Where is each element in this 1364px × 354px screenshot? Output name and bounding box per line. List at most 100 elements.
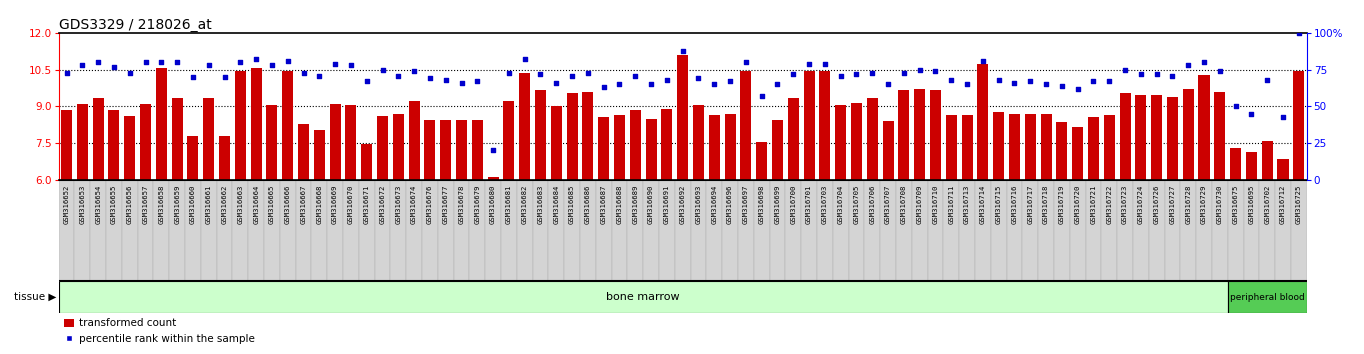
Bar [251, 68, 262, 180]
Text: GSM316697: GSM316697 [743, 185, 749, 224]
Point [561, 73, 582, 78]
Point [767, 81, 788, 87]
Text: peripheral blood: peripheral blood [1230, 292, 1304, 302]
Text: GSM316717: GSM316717 [1027, 185, 1034, 224]
Point [229, 59, 251, 65]
Bar [709, 115, 720, 180]
Text: GSM316665: GSM316665 [269, 185, 276, 224]
Bar [896, 180, 911, 281]
Bar [644, 180, 659, 281]
Bar [61, 110, 72, 180]
Point [1240, 111, 1262, 116]
Point [1019, 79, 1041, 84]
Bar [820, 71, 831, 180]
Point [119, 70, 140, 75]
Text: GSM316657: GSM316657 [143, 185, 149, 224]
Text: GSM316720: GSM316720 [1075, 185, 1080, 224]
Point [783, 71, 805, 77]
Point [466, 79, 488, 84]
Bar [108, 110, 120, 180]
Bar [187, 136, 199, 180]
Point [593, 85, 615, 90]
Point [973, 58, 994, 64]
Text: GSM316725: GSM316725 [1296, 185, 1301, 224]
Text: GSM316670: GSM316670 [348, 185, 353, 224]
Bar [203, 98, 214, 180]
Bar [121, 180, 138, 281]
Bar [741, 71, 752, 180]
Text: GSM316728: GSM316728 [1185, 185, 1191, 224]
Bar [361, 144, 372, 180]
Bar [456, 120, 466, 180]
Bar [580, 180, 596, 281]
Text: GSM316673: GSM316673 [396, 185, 401, 224]
Point [498, 70, 520, 75]
Bar [659, 180, 675, 281]
Text: GSM316685: GSM316685 [569, 185, 576, 224]
Point [1004, 80, 1026, 86]
Point [104, 64, 125, 69]
Point [1083, 79, 1105, 84]
Bar [169, 180, 186, 281]
Text: GSM316674: GSM316674 [411, 185, 417, 224]
Bar [472, 120, 483, 180]
Bar [75, 180, 90, 281]
Text: GSM316700: GSM316700 [790, 185, 797, 224]
Bar [662, 109, 672, 180]
Bar [172, 98, 183, 180]
Bar [1166, 97, 1178, 180]
Bar [599, 118, 610, 180]
Point [198, 62, 220, 68]
Point [1225, 103, 1247, 109]
Bar [990, 180, 1007, 281]
Text: GSM316676: GSM316676 [427, 185, 432, 224]
Bar [421, 180, 438, 281]
Point [1209, 68, 1230, 74]
Text: GSM316654: GSM316654 [95, 185, 101, 224]
Text: GSM316703: GSM316703 [822, 185, 828, 224]
Point [704, 81, 726, 87]
Bar [566, 93, 577, 180]
Bar [817, 180, 833, 281]
Bar [722, 180, 738, 281]
Bar [1009, 114, 1020, 180]
Bar [1183, 89, 1194, 180]
Bar [911, 180, 928, 281]
Text: GSM316718: GSM316718 [1043, 185, 1049, 224]
Point [214, 74, 236, 80]
Bar [1069, 180, 1086, 281]
Text: GSM316656: GSM316656 [127, 185, 132, 224]
Bar [93, 98, 104, 180]
Bar [1117, 180, 1133, 281]
Text: GSM316671: GSM316671 [364, 185, 370, 224]
Point [261, 62, 282, 68]
Text: GSM316678: GSM316678 [458, 185, 465, 224]
Bar [1041, 114, 1052, 180]
Bar [265, 180, 280, 281]
Text: GSM316704: GSM316704 [837, 185, 844, 224]
Text: GSM316706: GSM316706 [869, 185, 876, 224]
Text: GSM316690: GSM316690 [648, 185, 655, 224]
Bar [993, 113, 1004, 180]
Bar [772, 120, 783, 180]
Point [687, 76, 709, 81]
Bar [520, 73, 531, 180]
Point [940, 77, 962, 83]
Bar [201, 180, 217, 281]
Text: GSM316722: GSM316722 [1106, 185, 1112, 224]
Bar [630, 110, 641, 180]
Bar [1199, 75, 1210, 180]
Bar [501, 180, 517, 281]
Bar [1148, 180, 1165, 281]
Bar [962, 115, 973, 180]
Point [340, 62, 361, 68]
Text: GSM316666: GSM316666 [285, 185, 291, 224]
Text: GSM316707: GSM316707 [885, 185, 891, 224]
Point [450, 80, 472, 86]
Bar [409, 102, 420, 180]
Bar [535, 91, 546, 180]
Text: GSM316694: GSM316694 [711, 185, 717, 224]
Bar [1165, 180, 1180, 281]
Bar [186, 180, 201, 281]
Text: GSM316705: GSM316705 [854, 185, 859, 224]
